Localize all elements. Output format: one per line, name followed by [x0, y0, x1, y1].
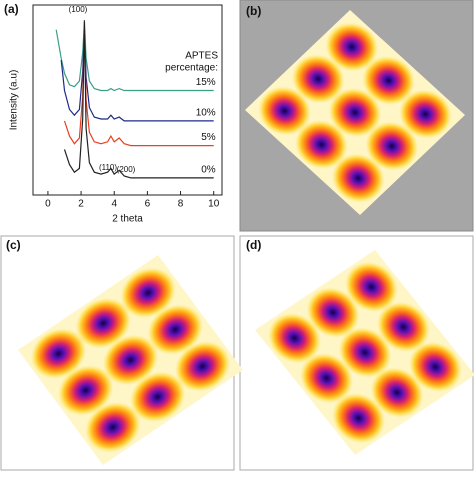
surface-well [268, 312, 322, 364]
series-line [63, 20, 214, 179]
panel-label: (b) [246, 4, 261, 18]
x-tick-label: 6 [145, 199, 151, 210]
surface-well [174, 341, 231, 392]
surface-well [300, 352, 354, 404]
surface-well [325, 22, 379, 72]
surface [255, 249, 474, 455]
surface-well [365, 121, 419, 171]
surface-well [102, 334, 159, 386]
surface [18, 254, 243, 465]
annotation: (200) [117, 165, 136, 174]
surface-well [258, 86, 312, 136]
panel-label: (c) [6, 238, 21, 252]
x-tick-label: 8 [178, 199, 184, 210]
surfaces [18, 10, 474, 465]
surface [245, 10, 465, 215]
plot-frame [32, 4, 223, 196]
panel-label: (d) [246, 238, 261, 252]
panel-label: (a) [4, 2, 19, 16]
surface-well [129, 371, 186, 423]
surface-well [291, 54, 345, 104]
surface-well [306, 287, 360, 338]
legend-entry: 10% [196, 108, 216, 119]
surface-well [338, 327, 392, 378]
surface-well [408, 341, 462, 393]
legend-entry: 0% [201, 165, 216, 176]
surface-well [57, 365, 114, 416]
surface-well [294, 119, 348, 170]
surface-well [398, 89, 452, 139]
x-tick-label: 10 [208, 199, 220, 210]
surface-well [376, 301, 430, 353]
legend-entry: 15% [196, 77, 216, 88]
y-axis-label: Intensity (a.u) [9, 70, 20, 131]
surface-well [344, 261, 398, 313]
annotation: (100) [69, 5, 88, 14]
plot-a: (a) 0 2 4 6 8 10 2 theta Intensity (a.u) 15% 10% 5%… [4, 2, 223, 225]
surface-well [120, 267, 176, 319]
surface-well [328, 87, 382, 138]
surface-well [75, 297, 132, 349]
annotation: (110) [99, 163, 117, 172]
x-tick-label: 4 [111, 199, 117, 210]
x-tick-label: 0 [45, 199, 51, 210]
surface-well [85, 401, 141, 453]
surface-well [332, 392, 386, 444]
legend-title: percentage: [165, 63, 218, 74]
surface-well [30, 328, 87, 379]
x-tick-label: 2 [78, 199, 84, 210]
series-line [60, 29, 214, 122]
legend-title: APTES [185, 51, 218, 62]
legend-entry: 5% [201, 132, 216, 143]
surface-well [362, 55, 416, 106]
x-axis-label: 2 theta [112, 214, 143, 225]
surface-well [370, 367, 424, 418]
surface-well [331, 153, 385, 203]
surface-well [147, 304, 204, 355]
series-line [63, 29, 214, 147]
series-line [55, 22, 214, 92]
